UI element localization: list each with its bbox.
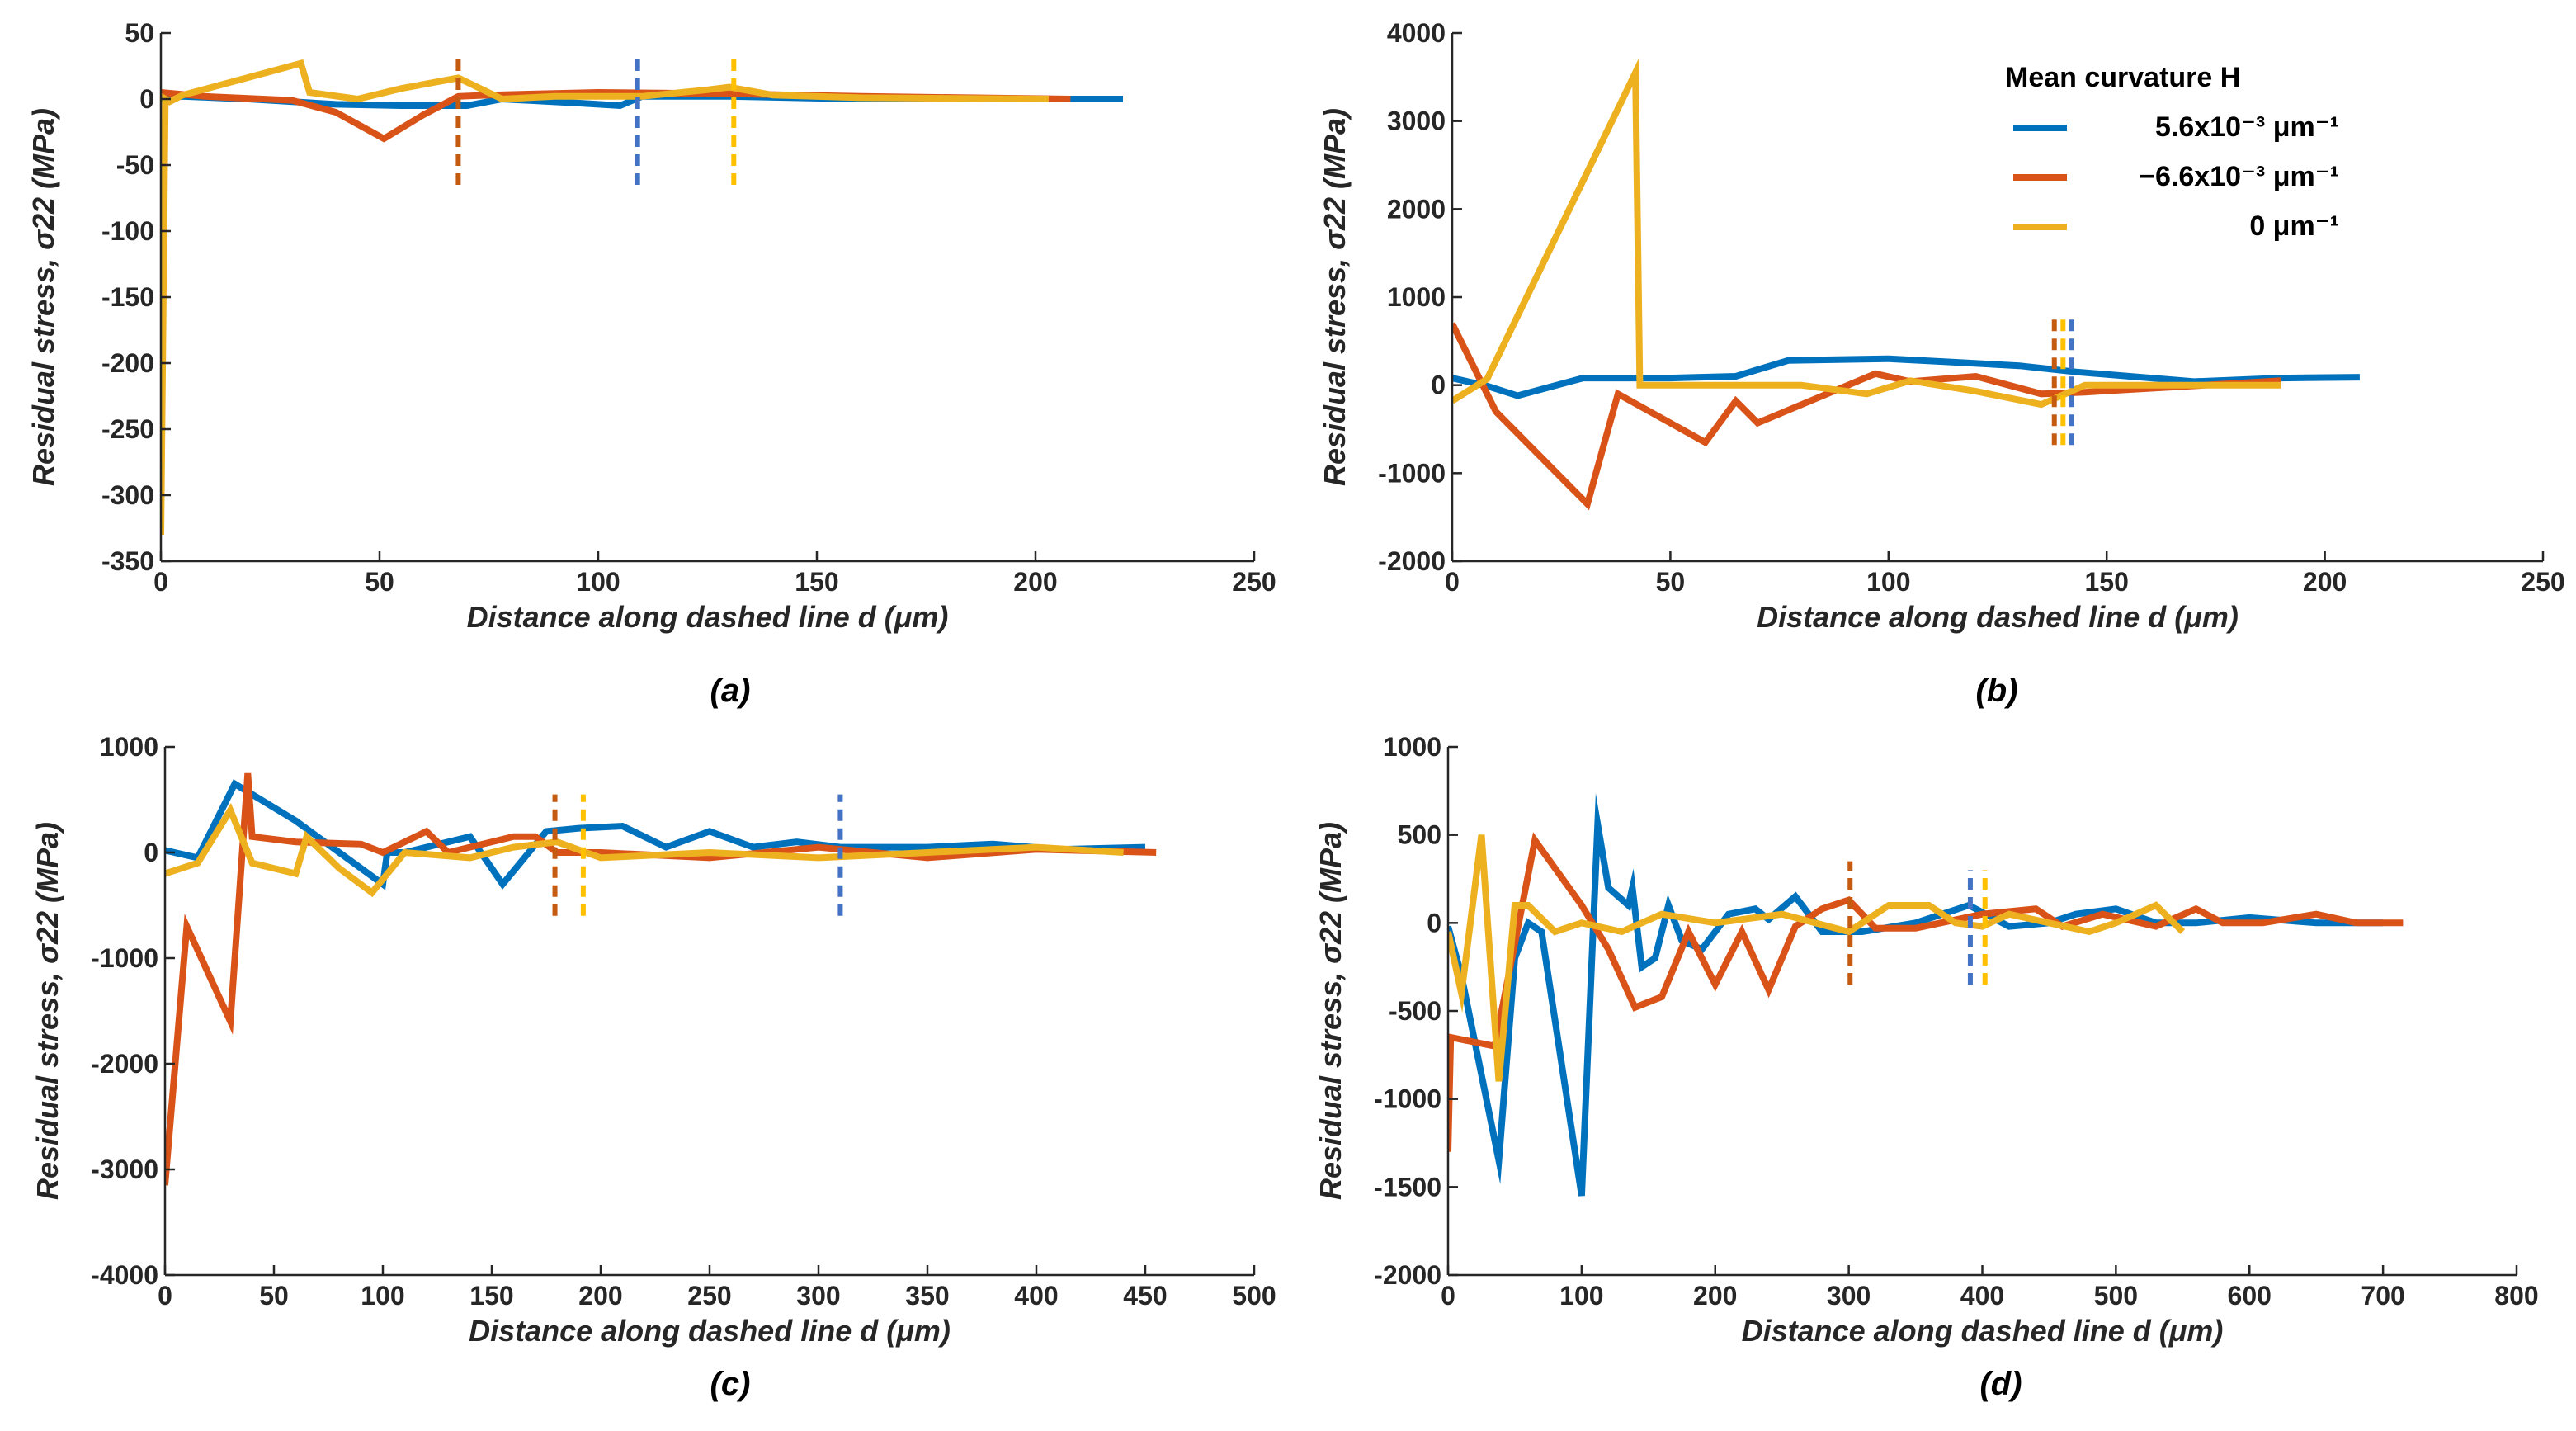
x-tick-label: 200 — [2303, 567, 2347, 597]
x-tick-label: 300 — [796, 1281, 840, 1311]
y-tick-label: 3000 — [1387, 106, 1446, 136]
legend: Mean curvature H 5.6x10⁻³ μm⁻¹ −6.6x10⁻³ μ… — [2005, 62, 2339, 242]
x-tick-label: 600 — [2228, 1281, 2272, 1311]
y-tick-label: 4000 — [1387, 18, 1446, 48]
x-tick-label: 200 — [1013, 567, 1057, 597]
series-line-yellow — [161, 59, 1049, 536]
y-tick-label: 0 — [1427, 908, 1441, 937]
series-line-orange — [165, 772, 1157, 1186]
x-tick-label: 100 — [1866, 567, 1910, 597]
x-tick-label: 100 — [576, 567, 620, 597]
x-tick-label: 250 — [2521, 567, 2564, 597]
y-tick-label: -150 — [101, 282, 154, 312]
y-tick-label: -500 — [1389, 996, 1441, 1026]
y-tick-label: 50 — [125, 18, 154, 48]
x-tick-label: 300 — [1827, 1281, 1871, 1311]
x-tick-label: 200 — [578, 1281, 622, 1311]
x-tick-label: 50 — [259, 1281, 289, 1311]
x-tick-label: 500 — [2094, 1281, 2138, 1311]
y-tick-label: -200 — [101, 348, 154, 378]
panel-label: (a) — [710, 673, 751, 709]
x-tick-label: 100 — [361, 1281, 404, 1311]
legend-label-blue: 5.6x10⁻³ μm⁻¹ — [2155, 111, 2339, 143]
y-axis-label: Residual stress, σ22 (MPa) — [1318, 108, 1352, 486]
series-line-orange — [1452, 322, 2281, 511]
y-tick-label: 0 — [1431, 371, 1446, 400]
y-tick-label: -2000 — [1374, 1260, 1441, 1290]
x-axis-label: Distance along dashed line d (μm) — [467, 600, 949, 634]
y-tick-label: -1000 — [1378, 458, 1446, 488]
y-tick-label: -1000 — [1374, 1084, 1441, 1114]
y-tick-label: -300 — [101, 480, 154, 510]
y-tick-label: -2000 — [91, 1049, 158, 1079]
y-tick-label: -3000 — [91, 1155, 158, 1184]
series-line-blue — [165, 779, 1146, 890]
series-line-yellow — [165, 803, 1124, 898]
y-tick-label: 1000 — [1387, 282, 1446, 312]
y-tick-label: -100 — [101, 216, 154, 246]
y-tick-label: 0 — [139, 84, 154, 114]
y-tick-label: -350 — [101, 546, 154, 576]
x-tick-label: 100 — [1559, 1281, 1603, 1311]
x-tick-label: 50 — [365, 567, 394, 597]
y-tick-label: -50 — [116, 150, 154, 180]
x-tick-label: 150 — [469, 1281, 513, 1311]
y-tick-label: 1000 — [1383, 732, 1441, 762]
x-axis-label: Distance along dashed line d (μm) — [469, 1314, 951, 1348]
x-tick-label: 700 — [2361, 1281, 2404, 1311]
x-tick-label: 400 — [1014, 1281, 1058, 1311]
legend-label-yellow: 0 μm⁻¹ — [2249, 210, 2339, 242]
y-tick-label: -4000 — [91, 1260, 158, 1290]
y-tick-label: -1500 — [1374, 1172, 1441, 1202]
x-axis-label: Distance along dashed line d (μm) — [1757, 600, 2239, 634]
y-axis-label: Residual stress, σ22 (MPa) — [26, 108, 60, 486]
series-line-blue — [1452, 355, 2360, 399]
x-tick-label: 450 — [1123, 1281, 1167, 1311]
x-tick-label: 0 — [153, 567, 168, 597]
x-tick-label: 0 — [1441, 1281, 1455, 1311]
series-line-yellow — [1452, 59, 2281, 409]
y-axis-label: Residual stress, σ22 (MPa) — [1314, 822, 1347, 1200]
legend-title: Mean curvature H — [2005, 62, 2240, 93]
y-tick-label: 500 — [1398, 820, 1441, 850]
x-tick-label: 200 — [1693, 1281, 1737, 1311]
x-tick-label: 250 — [1232, 567, 1276, 597]
x-tick-label: 400 — [1960, 1281, 2004, 1311]
x-tick-label: 500 — [1232, 1281, 1276, 1311]
x-tick-label: 350 — [905, 1281, 949, 1311]
y-tick-label: -250 — [101, 414, 154, 444]
x-axis-label: Distance along dashed line d (μm) — [1742, 1314, 2224, 1348]
y-tick-label: 0 — [144, 838, 158, 867]
x-tick-label: 250 — [687, 1281, 731, 1311]
x-tick-label: 800 — [2494, 1281, 2538, 1311]
y-tick-label: 2000 — [1387, 194, 1446, 224]
series-line-yellow — [1448, 834, 2186, 1082]
y-tick-label: -1000 — [91, 943, 158, 973]
series-line-blue — [1448, 792, 2384, 1197]
panel-label: (c) — [710, 1366, 751, 1402]
x-tick-label: 0 — [158, 1281, 172, 1311]
y-tick-label: 1000 — [100, 732, 158, 762]
panel-label: (b) — [1975, 673, 2017, 709]
x-tick-label: 0 — [1445, 567, 1460, 597]
x-tick-label: 150 — [2085, 567, 2129, 597]
x-tick-label: 150 — [795, 567, 838, 597]
x-tick-label: 50 — [1656, 567, 1686, 597]
panel-label: (d) — [1979, 1366, 2022, 1402]
y-axis-label: Residual stress, σ22 (MPa) — [31, 822, 64, 1200]
y-tick-label: -2000 — [1378, 546, 1446, 576]
legend-label-orange: −6.6x10⁻³ μm⁻¹ — [2139, 161, 2339, 192]
